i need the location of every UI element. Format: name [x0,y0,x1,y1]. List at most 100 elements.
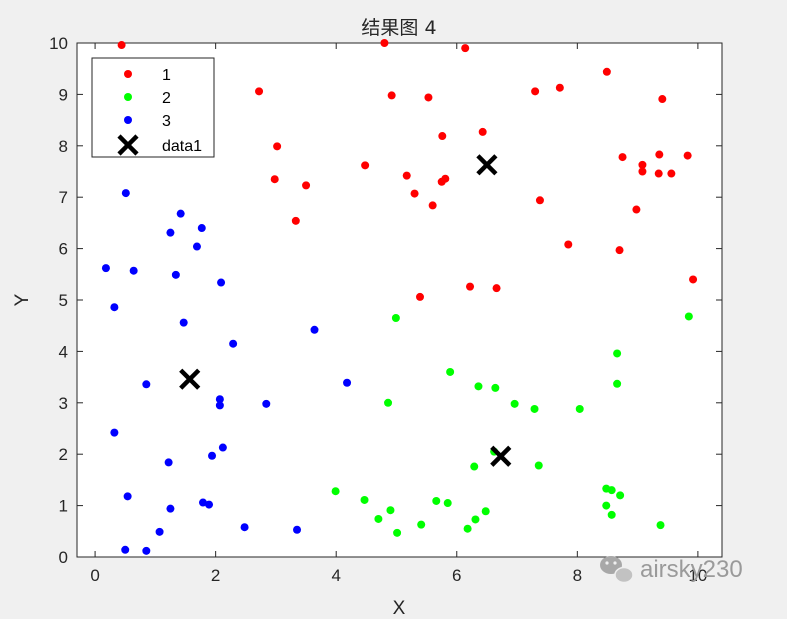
cluster-2-point [684,312,693,321]
cluster-1-point [438,132,447,141]
cluster-1-point [466,282,475,291]
y-tick-label: 4 [59,342,68,361]
cluster-1-point [655,150,664,159]
x-axis-label: X [393,598,406,619]
cluster-1-point [478,127,487,136]
cluster-2-point [470,462,479,471]
cluster-3-point [123,492,132,501]
cluster-2-point [331,487,340,496]
x-tick-label: 4 [331,566,340,585]
cluster-3-point [121,189,130,198]
cluster-2-point [656,521,665,530]
cluster-3-point [262,399,271,408]
x-marker-stroke [476,154,498,176]
y-tick-label: 9 [59,85,68,104]
cluster-3-point [142,380,151,389]
cluster-1-point [602,67,611,76]
cluster-2-point [393,528,402,537]
cluster-1-point [361,161,370,170]
cluster-2-point [481,507,490,516]
legend-marker-3 [124,116,132,124]
cluster-3-point [218,443,227,452]
cluster-1-point [380,39,389,47]
cluster-1-point [492,284,501,293]
x-marker-stroke [117,134,139,156]
legend-marker-data1 [117,134,139,156]
cluster-1-point [402,171,411,180]
x-tick-label: 0 [90,566,99,585]
cluster-1-point [654,169,663,178]
y-tick-label: 5 [59,291,68,310]
cluster-3-point [192,242,201,251]
cluster-3-point [164,458,173,467]
legend-label-1: 1 [162,67,171,84]
legend-entries: 1 2 3 data1 [117,67,202,156]
y-axis-ticks: 0 1 2 3 4 5 6 7 8 9 10 [49,34,722,567]
cluster-1-point [683,151,692,160]
cluster-1-point [424,93,433,102]
cluster-3-point [142,546,151,555]
x-tick-label: 6 [452,566,461,585]
legend-label-2: 2 [162,90,171,107]
cluster-3-point [110,428,119,437]
y-tick-label: 8 [59,137,68,156]
cluster-3-point [179,318,188,327]
cluster-3-point [229,339,238,348]
cluster-2-point [446,367,455,376]
centroid-marker [476,154,498,176]
cluster-2-point [491,383,500,392]
legend-marker-2 [124,93,132,101]
cluster-1-point [615,246,624,255]
cluster-1-point [555,83,564,92]
cluster-2-point [386,506,395,515]
y-tick-label: 3 [59,394,68,413]
cluster-1-point [410,189,419,198]
cluster-3-point [343,378,352,387]
cluster-3-point [110,303,119,312]
cluster-3-point [121,545,130,554]
wechat-icon [600,556,634,584]
chart-title: 结果图 4 [361,17,436,39]
y-tick-label: 1 [59,497,68,516]
legend[interactable]: 1 2 3 data1 [91,57,215,158]
x-marker-stroke [490,445,512,467]
cluster-1-point [658,95,667,104]
cluster-3-point [240,523,249,532]
x-tick-label: 8 [573,566,582,585]
cluster-2-point [607,510,616,519]
cluster-2-point [374,514,383,523]
legend-label-data1: data1 [162,138,202,155]
cluster-3-point [205,500,214,509]
y-axis-label: Y [12,293,33,306]
cluster-1-point [428,201,437,210]
cluster-1-point [667,169,676,178]
cluster-2-point [607,486,616,495]
cluster-2-point [613,349,622,358]
cluster-2-point [602,501,611,510]
cluster-1-point [273,142,282,151]
cluster-3-point [166,504,175,513]
cluster-2-point [463,524,472,533]
cluster-3-point [215,401,224,410]
centroid-marker [490,445,512,467]
cluster-2-point [534,461,543,470]
legend-marker-1 [124,70,132,78]
legend-label-3: 3 [162,113,171,130]
data-points [101,39,698,555]
cluster-3-point [166,228,175,237]
cluster-1-point [117,41,126,50]
cluster-3-point [155,527,164,536]
cluster-3-point [129,266,138,275]
y-tick-label: 0 [59,548,68,567]
cluster-2-point [575,404,584,413]
cluster-2-point [474,382,483,391]
x-axis-ticks: 0 2 4 6 8 10 [90,43,707,585]
cluster-3-point [176,209,185,218]
y-tick-label: 2 [59,445,68,464]
legend-box [91,57,215,158]
cluster-1-point [638,160,647,169]
cluster-3-point [217,278,226,287]
cluster-1-point [270,175,279,184]
